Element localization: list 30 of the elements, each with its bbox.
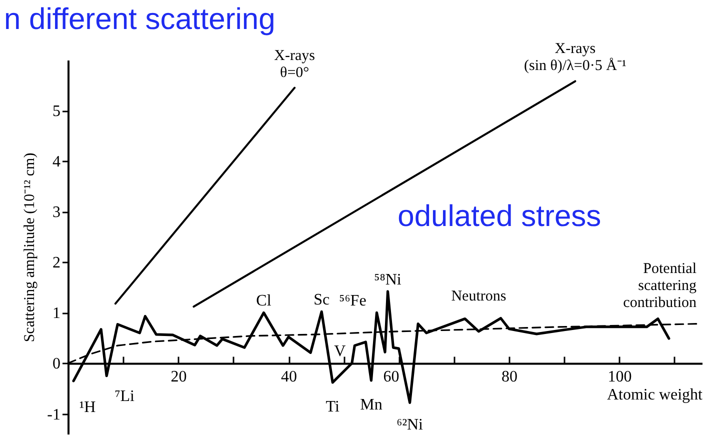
annotation: ¹H — [79, 398, 96, 416]
annotation: Ti — [326, 398, 340, 416]
series-label: X-rays (sin θ)/λ=0·5 Å⁻¹ — [524, 41, 626, 74]
y-tick-label: 0 — [52, 356, 60, 373]
annotation: Mn — [360, 396, 382, 414]
annotation: V — [334, 343, 346, 360]
y-tick-label: -1 — [47, 406, 60, 424]
y-tick-label: 5 — [52, 103, 60, 120]
x-tick-label: 100 — [608, 368, 632, 386]
x-tick-label: 40 — [281, 368, 298, 386]
annotation: Cl — [256, 292, 272, 310]
annotation: ⁵⁶Fe — [339, 292, 366, 310]
series-label: Potential scattering contribution — [623, 260, 697, 311]
x-tick-label: 20 — [170, 368, 187, 386]
y-tick-label: 3 — [52, 204, 60, 222]
series-label: Neutrons — [451, 288, 506, 304]
annotation: ⁷Li — [114, 388, 136, 405]
series-label: X-rays θ=0° — [274, 48, 316, 81]
x-tick-label: 60 — [383, 368, 400, 386]
y-tick-label: 1 — [52, 305, 60, 322]
y-tick-label: 2 — [52, 254, 60, 272]
y-axis-title: Scattering amplitude (10⁻¹² cm) — [22, 152, 38, 342]
annotation: ⁶²Ni — [396, 416, 424, 434]
annotation: odulated stress — [398, 200, 602, 234]
text: n different scattering — [4, 3, 276, 36]
annotation: ⁵⁸Ni — [374, 271, 402, 288]
x-axis-title: Atomic weight — [606, 386, 704, 404]
annotation: Sc — [314, 292, 330, 309]
y-tick-label: 4 — [52, 154, 60, 171]
x-tick-label: 80 — [502, 368, 518, 386]
